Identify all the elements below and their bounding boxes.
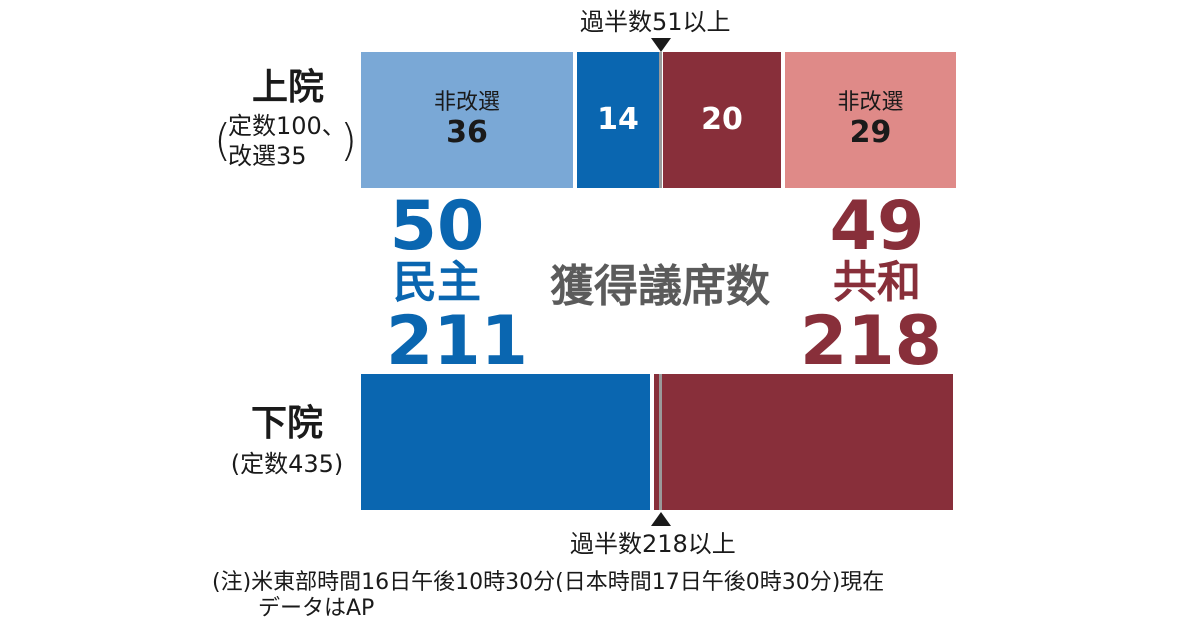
rep-party-name: 共和: [833, 257, 921, 308]
senate-sub: ( 定数100、 改選35 ): [214, 112, 362, 172]
dem-party-name: 民主: [393, 257, 481, 308]
senate-sub-close: ): [340, 115, 358, 166]
rep-senate-total: 49: [829, 187, 925, 266]
senate-segment-value: 36: [446, 115, 488, 150]
senate-sub-line1: 定数100、: [228, 112, 346, 140]
house-majority-line: [659, 374, 662, 510]
house-segment: [654, 374, 953, 510]
house-segment: [361, 374, 650, 510]
senate-segment-value: 20: [701, 102, 743, 137]
senate-segment-label: 非改選: [837, 90, 904, 115]
senate-segment: 14: [577, 52, 659, 188]
note-line-1: (注)米東部時間16日午後10時30分(日本時間17日午後0時30分)現在: [212, 570, 885, 595]
house-sub: (定数435): [230, 450, 344, 478]
senate-title: 上院: [251, 67, 324, 108]
senate-sub-line2: 改選35: [228, 142, 307, 170]
senate-segment: 非改選 36: [361, 52, 573, 188]
senate-majority-marker: [651, 38, 671, 52]
senate-majority-line: [659, 52, 662, 188]
rep-house-total: 218: [800, 302, 942, 381]
center-title: 獲得議席数: [550, 261, 770, 312]
house-majority-label: 過半数218以上: [570, 530, 736, 558]
senate-segment-value: 14: [597, 102, 639, 137]
senate-sub-open: (: [214, 115, 232, 166]
dem-senate-total: 50: [389, 187, 485, 266]
senate-label: 上院: [222, 68, 354, 108]
senate-segment-value: 29: [849, 115, 892, 150]
senate-segment-label: 非改選: [433, 90, 500, 115]
senate-segment: 非改選 29: [785, 52, 956, 188]
dem-house-total: 211: [386, 302, 528, 381]
house-majority-marker: [651, 512, 671, 526]
note-line-2: データはAP: [258, 596, 375, 621]
house-title: 下院: [250, 403, 323, 444]
senate-segment: 20: [663, 52, 781, 188]
senate-majority-label: 過半数51以上: [580, 8, 731, 36]
house-label: 下院 (定数435): [212, 403, 362, 479]
